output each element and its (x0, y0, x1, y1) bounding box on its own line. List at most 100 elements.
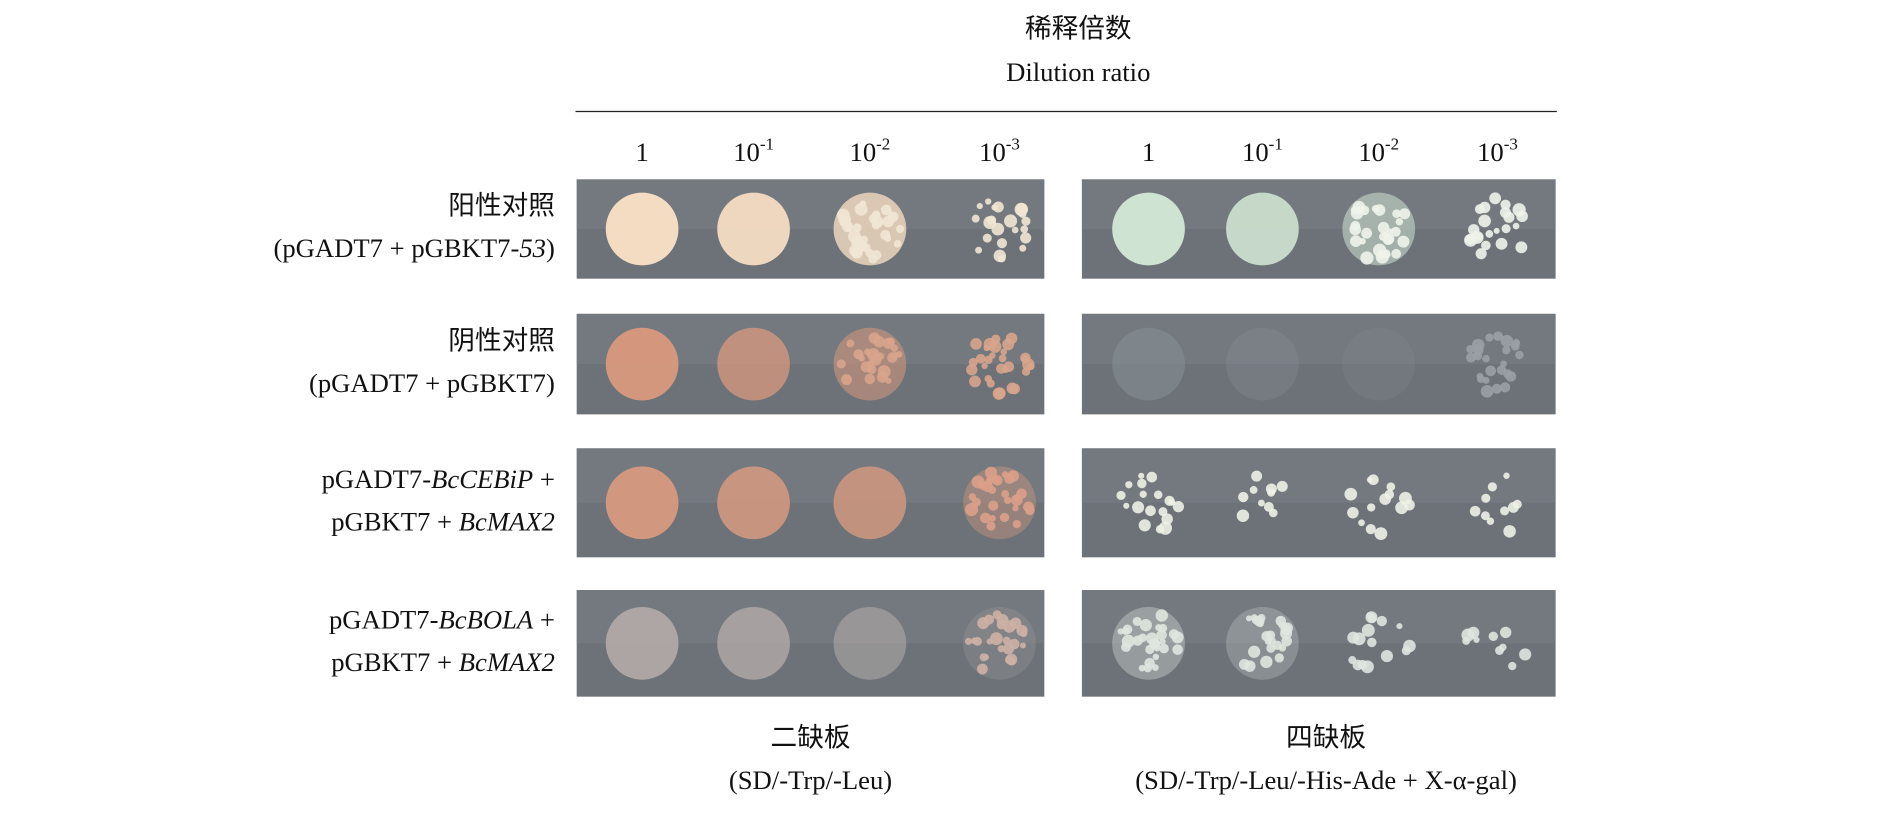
yeast-colony (1358, 519, 1365, 527)
yeast-colony (1511, 341, 1519, 349)
yeast-colony (981, 362, 988, 370)
yeast-colony (846, 339, 855, 348)
yeast-colony (984, 466, 998, 479)
yeast-colony (976, 202, 983, 210)
yeast-colony (871, 215, 884, 228)
yeast-colony (1507, 501, 1519, 513)
yeast-colony (997, 645, 1005, 653)
yeast-colony (868, 332, 881, 344)
row-label-part: + (533, 605, 555, 635)
yeast-colony (1152, 653, 1160, 661)
yeast-colony (1132, 501, 1145, 514)
yeast-colony (996, 238, 1008, 249)
yeast-colony (1485, 230, 1494, 238)
yeast-colony (864, 373, 876, 385)
yeast-colony (1403, 639, 1416, 653)
yeast-colony (1360, 660, 1374, 674)
yeast-colony (1012, 505, 1019, 512)
yeast-colony (1493, 227, 1500, 234)
yeast-colony (989, 340, 1002, 353)
yeast-colony (865, 248, 875, 258)
yeast-colony (985, 198, 992, 205)
yeast-colony (895, 351, 903, 358)
yeast-spot (1226, 327, 1299, 401)
yeast-colony (1399, 208, 1411, 220)
plate-medium: (SD/-Trp/-Leu) (729, 765, 892, 795)
yeast-colony (1500, 626, 1512, 639)
yeast-colony (977, 617, 990, 630)
yeast-colony (1020, 225, 1029, 234)
yeast-colony (1168, 629, 1180, 640)
yeast-colony (1256, 619, 1264, 628)
yeast-colony (1502, 346, 1511, 355)
yeast-colony (1471, 338, 1485, 352)
yeast-colony (848, 230, 861, 243)
dilution-base: 1 (1142, 137, 1155, 167)
yeast-colony (1155, 624, 1163, 632)
yeast-colony (1145, 644, 1155, 655)
yeast-colony (1391, 248, 1402, 259)
yeast-colony (1125, 481, 1133, 489)
yeast-colony (1138, 472, 1145, 479)
dilution-base: 10 (1358, 137, 1385, 167)
yeast-colony (1464, 234, 1475, 245)
yeast-colony (880, 204, 892, 216)
yeast-colony (1380, 650, 1393, 663)
yeast-colony (1007, 470, 1019, 482)
yeast-colony (1515, 241, 1528, 254)
dilution-exp: -1 (1269, 134, 1283, 153)
row-label: pGBKT7 + BcMAX2 (331, 647, 555, 677)
yeast-colony (1153, 490, 1163, 500)
yeast-colony (989, 352, 996, 359)
yeast-colony (1002, 643, 1015, 655)
yeast-colony (1250, 614, 1258, 621)
yeast-spot (605, 192, 679, 266)
yeast-colony (1469, 505, 1481, 517)
yeast-colony (1377, 221, 1390, 234)
yeast-colony (852, 223, 862, 233)
plate-name: 二缺板 (771, 722, 851, 752)
yeast-colony (1004, 214, 1018, 228)
yeast-colony (1244, 660, 1256, 672)
yeast-colony (977, 480, 984, 487)
yeast-colony (1480, 385, 1494, 398)
dilution-label: 10-3 (979, 134, 1020, 167)
yeast-colony (968, 357, 978, 367)
yeast-spot (1342, 327, 1416, 401)
yeast-colony (1359, 205, 1370, 216)
yeast-colony (1500, 506, 1510, 516)
yeast-colony (1002, 636, 1011, 645)
dilution-label: 1 (1142, 137, 1155, 167)
yeast-colony (1403, 499, 1415, 511)
yeast-colony (1002, 338, 1015, 351)
dilution-base: 10 (1477, 137, 1504, 167)
dilution-label: 10-2 (850, 134, 891, 167)
yeast-colony (989, 632, 1003, 646)
yeast-colony (1376, 615, 1388, 627)
yeast-spot (717, 192, 790, 266)
dilution-exp: -2 (876, 134, 890, 153)
yeast-colony (1268, 508, 1278, 518)
yeast-colony (1515, 350, 1524, 360)
dilution-base: 10 (979, 137, 1006, 167)
yeast-colony (1503, 472, 1510, 479)
yeast-colony (1236, 509, 1250, 522)
yeast-colony (991, 204, 998, 211)
yeast-colony (1466, 345, 1475, 354)
yeast-colony (1495, 646, 1504, 655)
row-label-part: BcMAX2 (459, 647, 555, 677)
plate-photo (1081, 313, 1556, 415)
yeast-colony (1012, 519, 1022, 529)
yeast-colony (1155, 524, 1165, 534)
yeast-colony (1396, 623, 1403, 630)
dilution-label: 10-2 (1358, 134, 1399, 167)
yeast-colony (982, 653, 990, 661)
yeast-colony (999, 512, 1010, 523)
yeast-colony (976, 663, 988, 675)
yeast-colony (993, 249, 1007, 263)
yeast-colony (1367, 503, 1376, 512)
yeast-colony (836, 359, 846, 369)
yeast-spot (833, 607, 907, 680)
yeast-colony (1478, 214, 1491, 228)
row-label-part: pGBKT7 + (331, 507, 459, 537)
